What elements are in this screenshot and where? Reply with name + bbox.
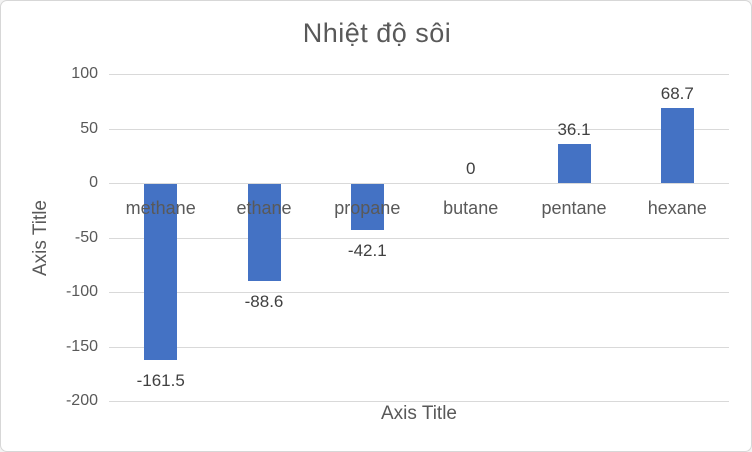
bar-propane[interactable]	[350, 184, 384, 230]
bar-ethane[interactable]	[247, 184, 281, 281]
category-label-methane: methane	[125, 198, 196, 218]
chart-title: Nhiệt độ sôi	[302, 18, 452, 48]
category-label-butane: butane	[443, 198, 499, 218]
category-label-ethane: ethane	[236, 198, 292, 218]
data-label-pentane: 36.1	[557, 119, 591, 139]
data-label-ethane: -88.6	[244, 291, 284, 311]
bar-methane[interactable]	[144, 184, 178, 360]
gridline-50	[109, 129, 729, 130]
gridline-0	[109, 183, 729, 184]
gridline--150	[109, 347, 729, 348]
y-tick-label: 0	[89, 174, 98, 191]
y-tick-label: 100	[71, 65, 98, 82]
y-tick-label: -200	[65, 392, 98, 409]
data-label-hexane: 68.7	[660, 84, 694, 104]
y-tick-label: -100	[65, 283, 98, 300]
y-tick-label: 50	[80, 120, 98, 137]
bar-pentane[interactable]	[557, 143, 591, 183]
gridline--100	[109, 292, 729, 293]
gridline--200	[109, 401, 729, 402]
data-label-propane: -42.1	[347, 240, 387, 260]
y-tick-label: -50	[74, 229, 98, 246]
data-label-methane: -161.5	[136, 371, 185, 390]
y-tick-label: -150	[65, 338, 98, 355]
gridline-100	[109, 74, 729, 75]
category-label-propane: propane	[334, 198, 401, 218]
category-label-pentane: pentane	[541, 198, 607, 218]
bar-hexane[interactable]	[660, 108, 694, 183]
x-axis-title: Axis Title	[380, 403, 458, 424]
data-label-butane: 0	[465, 159, 476, 178]
gridline--50	[109, 238, 729, 239]
category-label-hexane: hexane	[647, 198, 707, 218]
